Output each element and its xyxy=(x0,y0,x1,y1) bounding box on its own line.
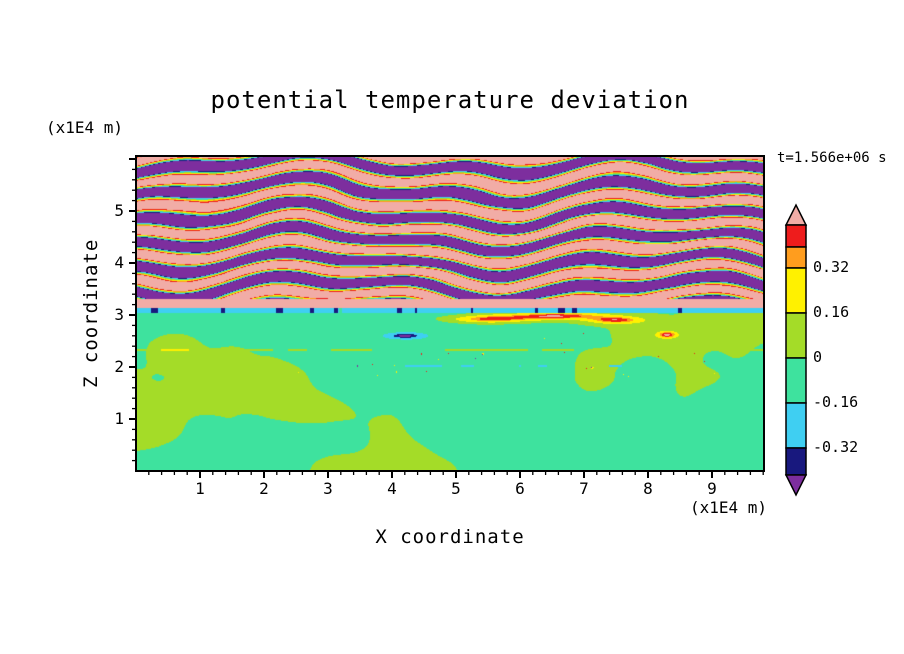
y-tick-label: 3 xyxy=(114,305,124,324)
colorbar-tick-label: 0.32 xyxy=(813,258,850,276)
y-tick-label: 2 xyxy=(114,357,124,376)
colorbar-segment xyxy=(785,312,807,359)
colorbar-tick-label: 0 xyxy=(813,348,823,366)
colorbar-segment xyxy=(785,402,807,449)
colorbar-segment xyxy=(785,357,807,404)
y-tick-label: 1 xyxy=(114,409,124,428)
colorbar-segment xyxy=(785,246,807,269)
colorbar-segment xyxy=(785,224,807,248)
x-tick-label: 1 xyxy=(195,479,205,498)
x-tick-label: 5 xyxy=(451,479,461,498)
colorbar xyxy=(784,203,808,497)
z-axis-unit: (x1E4 m) xyxy=(46,118,124,137)
y-tick-label: 5 xyxy=(114,201,124,220)
colorbar-tick-label: -0.16 xyxy=(813,393,859,411)
colorbar-segment xyxy=(785,267,807,314)
plot-title: potential temperature deviation xyxy=(210,86,690,114)
y-tick-label: 4 xyxy=(114,253,124,272)
colorbar-segment xyxy=(785,447,807,476)
x-axis-unit: (x1E4 m) xyxy=(690,498,768,517)
heatmap-field xyxy=(136,156,764,471)
x-axis-ticks xyxy=(148,471,764,478)
colorbar-tick-label: 0.16 xyxy=(813,303,850,321)
colorbar-arrow-top xyxy=(784,203,808,226)
colorbar-arrow-bottom xyxy=(784,474,808,497)
x-tick-label: 3 xyxy=(323,479,333,498)
x-tick-label: 8 xyxy=(643,479,653,498)
colorbar-tick-label: -0.32 xyxy=(813,438,859,456)
y-axis-ticks xyxy=(129,158,136,462)
x-tick-label: 7 xyxy=(579,479,589,498)
x-tick-label: 4 xyxy=(387,479,397,498)
x-tick-label: 6 xyxy=(515,479,525,498)
x-tick-label: 9 xyxy=(707,479,717,498)
time-label: t=1.566e+06 s xyxy=(777,150,887,166)
x-axis-title: X coordinate xyxy=(375,526,525,548)
x-tick-label: 2 xyxy=(259,479,269,498)
